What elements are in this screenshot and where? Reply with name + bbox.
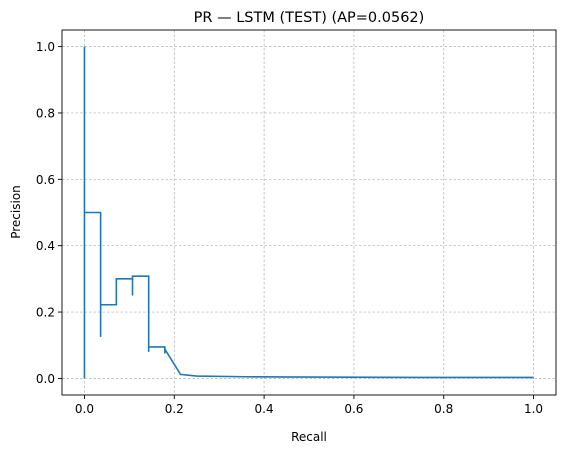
pr-curve-line [84, 47, 533, 379]
x-tick-label: 0.2 [165, 402, 184, 416]
chart-title: PR — LSTM (TEST) (AP=0.0562) [194, 10, 425, 26]
y-tick-label: 1.0 [36, 40, 55, 54]
x-tick-label: 1.0 [524, 402, 543, 416]
x-tick-label: 0.6 [344, 402, 363, 416]
x-tick-label: 0.8 [434, 402, 453, 416]
y-tick-label: 0.4 [36, 239, 55, 253]
x-tick-label: 0.0 [75, 402, 94, 416]
grid [62, 30, 556, 395]
x-axis: 0.0 0.2 0.4 0.6 0.8 1.0 [75, 395, 543, 416]
plot-frame [62, 30, 556, 395]
y-axis: 0.0 0.2 0.4 0.6 0.8 1.0 [36, 40, 62, 386]
plot-area [84, 47, 533, 379]
y-tick-label: 0.8 [36, 106, 55, 120]
y-tick-label: 0.6 [36, 173, 55, 187]
x-axis-label: Recall [291, 430, 327, 444]
x-tick-label: 0.4 [255, 402, 274, 416]
y-tick-label: 0.2 [36, 306, 55, 320]
y-axis-label: Precision [9, 185, 23, 239]
y-tick-label: 0.0 [36, 372, 55, 386]
